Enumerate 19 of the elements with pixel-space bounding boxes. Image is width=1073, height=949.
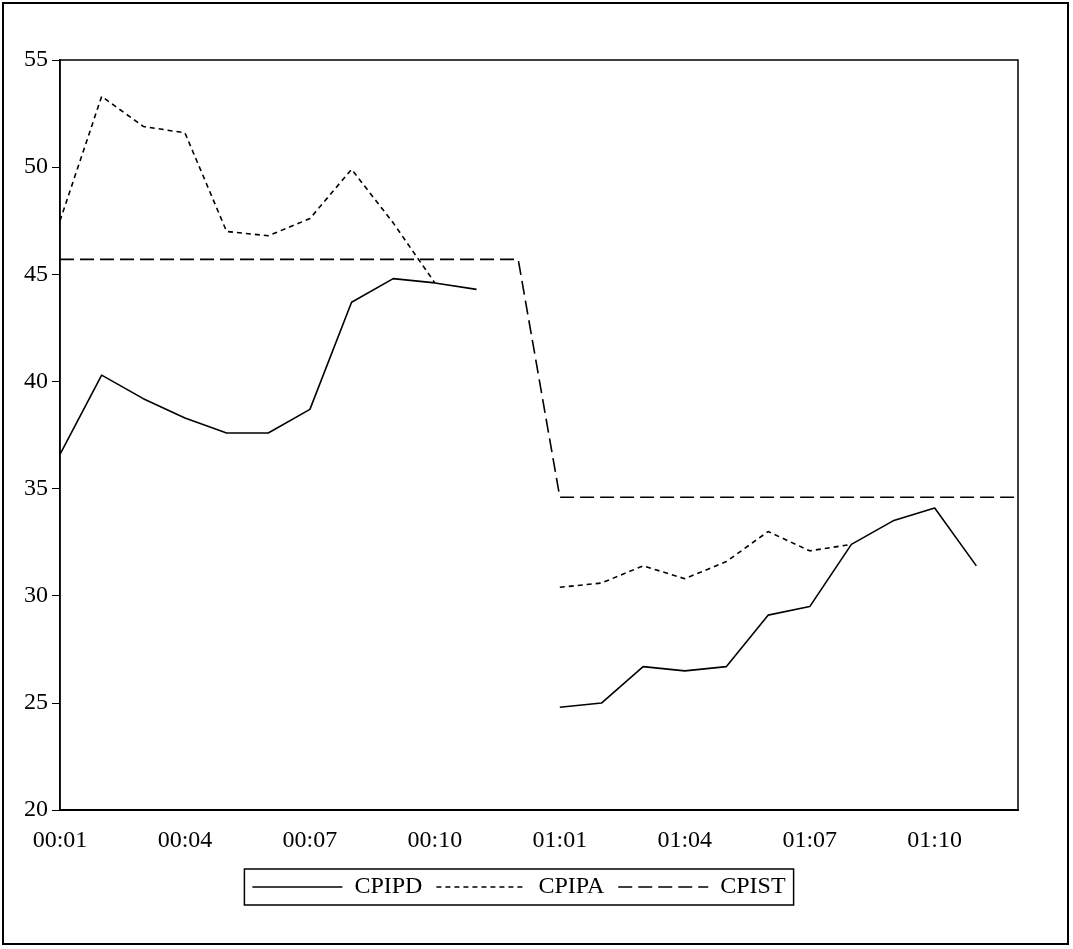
x-tick-label: 01:01 — [532, 825, 588, 852]
legend-label: CPIPD — [354, 872, 423, 899]
x-tick-label: 00:01 — [32, 825, 88, 852]
y-tick-label: 50 — [24, 152, 48, 179]
y-tick-label: 20 — [24, 795, 48, 822]
y-tick-label: 55 — [24, 45, 48, 72]
y-tick-label: 45 — [24, 259, 48, 286]
x-tick-label: 01:07 — [782, 825, 838, 852]
legend-label: CPIST — [720, 872, 786, 899]
y-tick-label: 25 — [24, 688, 48, 715]
x-tick-label: 00:10 — [407, 825, 463, 852]
y-tick-label: 35 — [24, 473, 48, 500]
x-tick-label: 00:07 — [282, 825, 338, 852]
legend-label: CPIPA — [538, 872, 605, 899]
x-tick-label: 00:04 — [157, 825, 213, 852]
y-tick-label: 30 — [24, 581, 48, 608]
x-tick-label: 01:04 — [657, 825, 713, 852]
x-tick-label: 01:10 — [907, 825, 963, 852]
y-tick-label: 40 — [24, 366, 48, 393]
